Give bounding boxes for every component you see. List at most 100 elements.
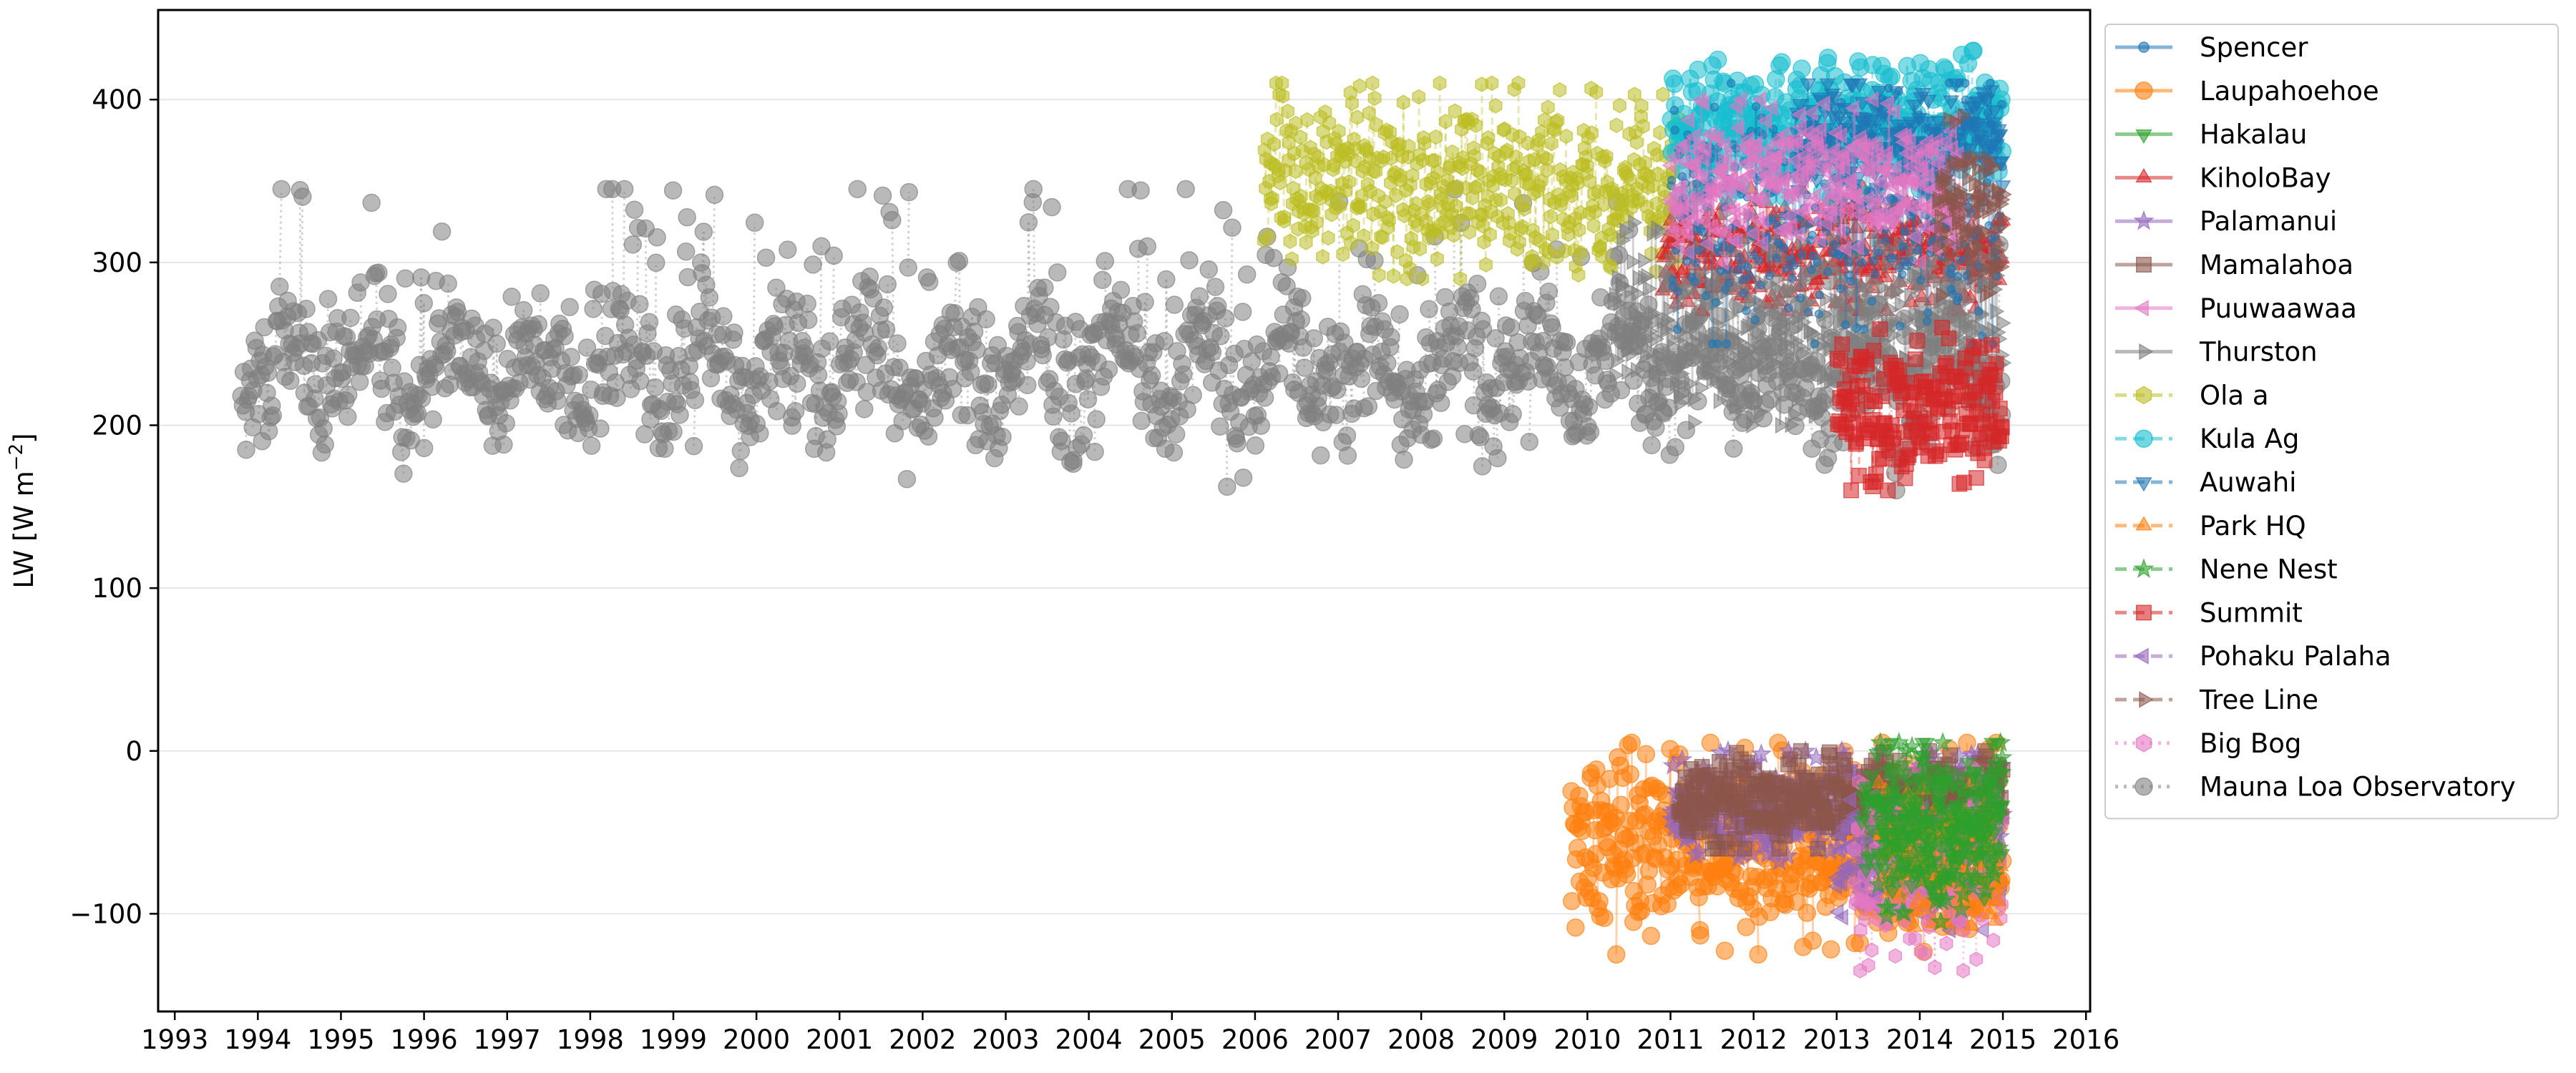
series-line [819,246,823,391]
data-point [1688,413,1703,431]
data-point [967,340,986,360]
data-point [1228,433,1246,453]
data-point [591,419,610,438]
data-point [383,358,401,377]
data-point [1293,129,1307,145]
data-point [497,413,515,433]
data-point [1289,115,1303,132]
data-point [548,391,567,410]
data-point [339,386,358,404]
data-point [1285,251,1299,267]
data-point [647,253,665,273]
data-point [1166,425,1186,444]
data-point [439,274,457,293]
data-point [1087,410,1106,428]
data-point [432,222,452,241]
data-point [362,193,381,212]
series-line [1555,249,1559,382]
data-point [1715,941,1735,960]
data-point [1749,945,1767,964]
series-line [1528,161,1532,262]
data-point [1214,201,1233,220]
data-point [237,440,255,459]
data-point [1321,230,1335,246]
series-line [622,189,626,355]
data-point [562,348,580,366]
data-point [786,402,805,421]
data-point [1019,213,1038,232]
data-point [529,315,548,334]
data-point [730,459,748,478]
data-point [414,438,434,458]
data-point [943,380,962,398]
data-point [664,422,683,441]
data-point [1218,477,1236,496]
data-point [1352,369,1371,388]
data-point [314,419,333,438]
data-point [1352,78,1367,94]
data-point [756,248,776,267]
series-line [421,303,425,399]
data-point [1033,346,1053,365]
data-point [293,187,312,206]
series-line [702,231,706,341]
data-point [1579,397,1599,416]
data-point [655,439,674,459]
data-point [874,298,894,317]
series-line [499,391,504,403]
series-line [389,344,394,368]
data-point [1184,386,1202,404]
data-point [1415,270,1430,287]
data-point [979,375,997,394]
data-point [1372,267,1386,283]
data-point [869,338,888,358]
data-point [824,246,843,265]
data-point [1176,180,1195,199]
data-point [1636,745,1656,763]
data-point [731,441,751,461]
data-point [829,404,848,423]
data-point [379,285,397,303]
series-line [682,328,686,386]
data-point [1138,237,1157,256]
data-point [1099,360,1118,379]
data-point [1199,260,1218,279]
data-point [725,323,743,342]
series-line [982,383,987,424]
series-line [749,380,753,421]
data-point [1041,298,1060,316]
data-point [977,310,995,329]
data-point [1413,240,1428,257]
series-line [654,263,658,388]
data-point [514,300,533,320]
data-point [1311,446,1330,465]
data-point [1262,347,1280,366]
data-point [670,406,689,424]
series-line [494,343,498,408]
data-point [1424,429,1443,448]
data-point [899,182,919,202]
data-point [394,464,413,483]
series-line [986,384,990,441]
series-line [1027,222,1031,316]
data-point [820,332,839,351]
data-point [1131,181,1150,200]
data-point [1165,295,1184,314]
data-point [1024,180,1043,199]
data-point [1085,442,1104,461]
data-point [804,255,822,274]
data-point [1942,747,1958,763]
data-point [919,273,939,291]
series-line [303,308,308,393]
data-point [341,308,360,328]
data-point [1369,293,1388,313]
data-point [584,300,602,318]
data-point [1642,280,1657,298]
data-point [272,180,291,199]
data-point [297,300,316,318]
data-point [1382,328,1400,346]
data-point [608,388,626,407]
data-point [531,284,550,303]
data-point [1621,765,1640,784]
data-point [1365,75,1380,92]
